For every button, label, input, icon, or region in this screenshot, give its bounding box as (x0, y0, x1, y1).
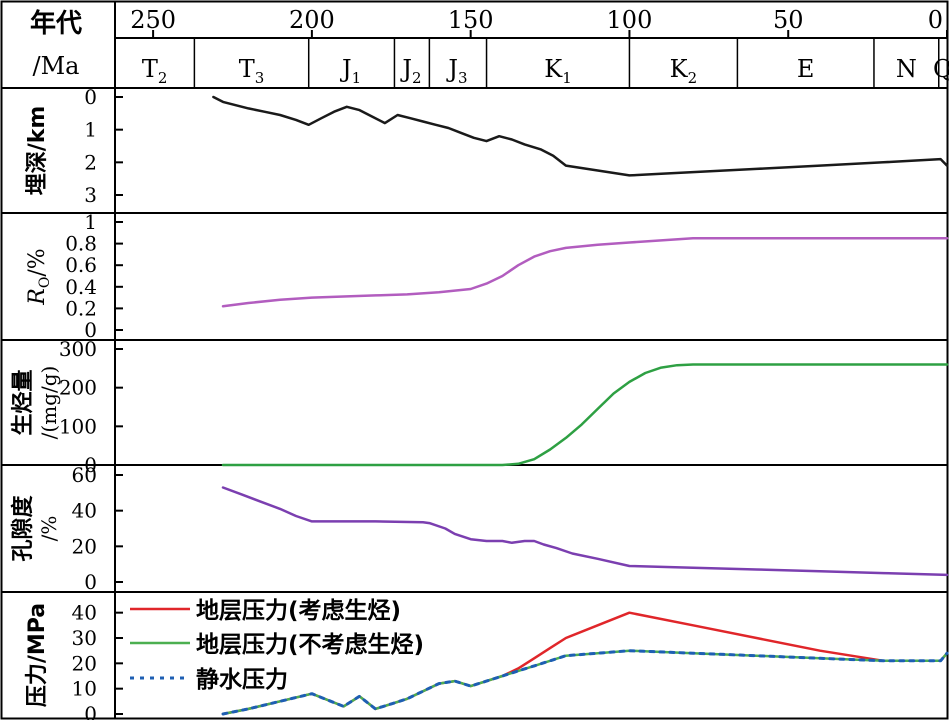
panel-2: 00.20.40.60.81 RO/% (1, 210, 949, 342)
y-tick-label: 0 (84, 702, 97, 720)
stage-label: Q (933, 55, 949, 83)
y-axis-label: 埋深/km (25, 106, 50, 196)
y-axis-label-line2: /% (37, 516, 61, 542)
stage-label: K1 (544, 55, 571, 87)
series-line-5-1 (221, 611, 949, 716)
y-axis-label: 压力/MPa (25, 603, 50, 707)
legend-label-with-hc: 地层压力(考虑生烃) (196, 598, 401, 624)
y-tick-label: 20 (72, 534, 97, 558)
age-tick-label: 50 (773, 6, 804, 34)
y-tick-label: 100 (59, 414, 97, 438)
legend-label-hydrostatic: 静水压力 (196, 666, 288, 693)
panel-4: 0 20 40 60 孔隙度/% (1, 463, 949, 594)
y-tick-label: 1 (84, 118, 97, 142)
stage-label: N (896, 55, 917, 83)
y-axis-label: 生烃量 (11, 369, 36, 435)
y-axis-label-line2: /(mg/g) (37, 366, 61, 440)
series-line-5-3 (221, 649, 949, 716)
stage-subscript: 2 (412, 69, 422, 87)
y-tick-label: 300 (59, 337, 97, 361)
age-tick-label: 150 (448, 6, 494, 34)
y-tick-label: 3 (84, 183, 97, 207)
pressure-legend: 地层压力(考虑生烃) 地层压力(不考虑生烃) 静水压力 (130, 598, 424, 693)
series-line-1-1 (212, 95, 949, 177)
y-tick-label: 0 (84, 85, 97, 109)
panels-layer: 0123埋深/km00.20.40.60.81RO/%0100200300生烃量… (1, 85, 949, 720)
y-tick-label: 1 (84, 210, 97, 234)
stage-subscript: 1 (352, 69, 362, 87)
y-tick-label: 200 (59, 376, 97, 400)
header-layer: 250 200 150 100 50 0 T2 T3 J1 J2 J3 K1 K2 E N Q (1, 6, 949, 89)
y-axis-label: 孔隙度 (10, 495, 36, 562)
age-tick-label: 200 (289, 6, 335, 34)
y-tick-label: 0.6 (65, 253, 97, 277)
series-line-2-1 (221, 236, 949, 308)
series-line-5-2 (221, 649, 949, 716)
stage-label: J3 (445, 55, 467, 87)
y-tick-label: 0.2 (65, 296, 97, 320)
stage-label: K2 (670, 55, 697, 87)
stage-label: E (797, 55, 815, 83)
stage-subscript: 2 (158, 69, 168, 87)
y-tick-label: 40 (72, 499, 97, 523)
age-tick-label: 250 (130, 6, 176, 34)
y-tick-label: 0.8 (65, 232, 97, 256)
legend-label-without-hc: 地层压力(不考虑生烃) (196, 632, 424, 658)
y-tick-label: 0.4 (65, 275, 97, 299)
y-tick-label: 60 (72, 463, 97, 487)
panel-1: 0 1 2 3 埋深/km (1, 85, 949, 214)
y-tick-label: 0 (84, 570, 97, 594)
y-tick-label: 0 (84, 453, 97, 477)
series-line-4-1 (221, 486, 949, 577)
stage-label: J1 (339, 55, 361, 87)
stage-label: T2 (142, 55, 168, 87)
age-tick-label: 100 (607, 6, 653, 34)
panel-3: 0 100 200 300 生烃量/(mg/g) (1, 337, 949, 477)
stage-subscript: 1 (562, 69, 572, 87)
age-label-line1: 年代 (30, 8, 82, 39)
stage-subscript: 2 (688, 69, 698, 87)
y-axis-label: RO/% (25, 248, 53, 305)
stage-label: J2 (399, 55, 421, 87)
y-axis-label-suffix: /% (25, 248, 50, 276)
y-axis-label-subscript: O (37, 277, 53, 288)
age-tick-label: 0 (928, 6, 943, 34)
stage-subscript: 3 (255, 69, 265, 87)
y-tick-label: 30 (72, 626, 97, 650)
y-tick-label: 20 (72, 651, 97, 675)
stage-label: T3 (239, 55, 265, 87)
y-tick-label: 10 (72, 677, 97, 701)
age-label-line2: /Ma (33, 52, 80, 80)
series-line-3-1 (221, 363, 949, 467)
stage-subscript: 3 (458, 69, 468, 87)
y-tick-label: 0 (84, 318, 97, 342)
y-tick-label: 2 (84, 150, 97, 174)
y-tick-label: 40 (72, 601, 97, 625)
